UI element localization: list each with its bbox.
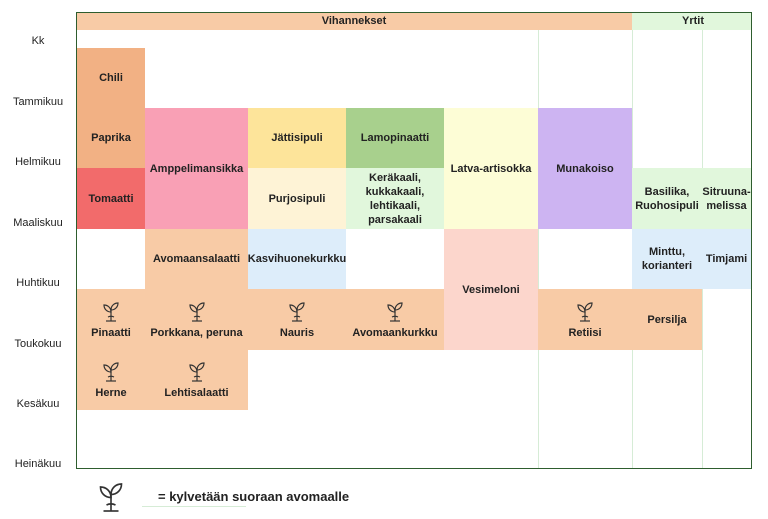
- cell-lehtisalaatti-label: Lehtisalaatti: [164, 387, 229, 399]
- cell-chili-label: Chili: [99, 72, 123, 84]
- column-divider: [538, 30, 539, 468]
- header-herbs-label: Yrtit: [682, 15, 704, 27]
- sprout-icon: [387, 301, 403, 322]
- header-vegetables: Vihannekset: [76, 12, 632, 30]
- cell-sitruunamelissa: Sitruuna-melissa: [702, 168, 751, 229]
- cell-purjosipuli: Purjosipuli: [248, 168, 346, 229]
- month-label-heinakuu: Heinäkuu: [14, 458, 62, 470]
- chart-frame: [76, 12, 752, 469]
- cell-herne-label: Herne: [95, 387, 127, 399]
- cell-tomaatti-label: Tomaatti: [88, 192, 134, 205]
- cell-lamopinaatti-label: Lamopinaatti: [360, 132, 430, 144]
- month-label-huhtikuu: Huhtikuu: [16, 277, 60, 289]
- cell-kasvihuonekurkku-label: Kasvihuonekurkku: [247, 253, 347, 265]
- cell-paprika-label: Paprika: [91, 132, 131, 144]
- cell-munakoiso: Munakoiso: [538, 108, 632, 229]
- cell-vesimeloni-label: Vesimeloni: [462, 283, 520, 296]
- cell-nauris-label: Nauris: [279, 326, 315, 339]
- cell-pinaatti-label: Pinaatti: [91, 326, 131, 339]
- legend-underline: [142, 506, 246, 507]
- cell-jattisipuli-label: Jättisipuli: [271, 132, 323, 144]
- cell-minttu: Minttu, korianteri: [632, 229, 702, 289]
- sprout-icon: [103, 362, 119, 382]
- cell-retiisi-label: Retiisi: [568, 326, 602, 339]
- cell-tomaatti: Tomaatti: [77, 168, 145, 229]
- cell-purjosipuli-label: Purjosipuli: [268, 192, 326, 205]
- cell-avomaankurkku: Avomaankurkku: [346, 289, 444, 350]
- cell-porkkana: Porkkana, peruna: [145, 289, 248, 350]
- header-vegetables-label: Vihannekset: [321, 15, 387, 27]
- sprout-icon: [103, 301, 119, 322]
- cell-sitruunamelissa-label: Sitruuna-melissa: [702, 185, 751, 212]
- month-label-kesakuu: Kesäkuu: [16, 398, 60, 410]
- cell-persilja: Persilja: [632, 289, 702, 350]
- cell-paprika: Paprika: [77, 108, 145, 168]
- cell-porkkana-label: Porkkana, peruna: [150, 326, 243, 339]
- cell-avomaankurkku-label: Avomaankurkku: [352, 326, 438, 339]
- cell-latva-artisokka-label: Latva-artisokka: [450, 162, 532, 175]
- header-herbs: Yrtit: [632, 12, 752, 30]
- cell-chili: Chili: [77, 48, 145, 108]
- cell-jattisipuli: Jättisipuli: [248, 108, 346, 168]
- cell-amppelimansikka: Amppelimansikka: [145, 108, 248, 229]
- cell-nauris: Nauris: [248, 289, 346, 350]
- cell-vesimeloni: Vesimeloni: [444, 229, 538, 350]
- cell-avomaansalaatti: Avomaansalaatti: [145, 229, 248, 289]
- cell-kaalit-label: Keräkaali, kukkakaali, lehtikaali, parsa…: [365, 171, 425, 226]
- cell-timjami: Timjami: [702, 229, 751, 289]
- month-label-kk: Kk: [31, 35, 45, 47]
- cell-herne: Herne: [77, 350, 145, 410]
- cell-basilika: Basilika, Ruohosipuli: [632, 168, 702, 229]
- cell-timjami-label: Timjami: [705, 253, 748, 265]
- cell-kaalit: Keräkaali, kukkakaali, lehtikaali, parsa…: [346, 168, 444, 229]
- month-label-helmikuu: Helmikuu: [15, 156, 61, 168]
- cell-amppelimansikka-label: Amppelimansikka: [149, 162, 244, 175]
- month-label-toukokuu: Toukokuu: [14, 338, 62, 350]
- month-label-tammikuu: Tammikuu: [12, 96, 64, 108]
- sprout-icon: [188, 301, 205, 322]
- cell-minttu-label: Minttu, korianteri: [641, 246, 693, 272]
- month-label-maaliskuu: Maaliskuu: [13, 217, 63, 229]
- sprout-icon: [188, 362, 205, 382]
- cell-retiisi: Retiisi: [538, 289, 632, 350]
- cell-lamopinaatti: Lamopinaatti: [346, 108, 444, 168]
- legend-text: = kylvetään suoraan avomaalle: [158, 489, 350, 504]
- sprout-icon: [99, 483, 123, 512]
- sprout-icon: [577, 301, 593, 322]
- cell-kasvihuonekurkku: Kasvihuonekurkku: [248, 229, 346, 289]
- cell-basilika-label: Basilika, Ruohosipuli: [635, 185, 699, 212]
- cell-avomaansalaatti-label: Avomaansalaatti: [152, 253, 241, 265]
- cell-lehtisalaatti: Lehtisalaatti: [145, 350, 248, 410]
- cell-munakoiso-label: Munakoiso: [556, 162, 614, 175]
- cell-latva-artisokka: Latva-artisokka: [444, 108, 538, 229]
- sprout-icon: [289, 301, 305, 322]
- cell-persilja-label: Persilja: [647, 313, 687, 326]
- cell-pinaatti: Pinaatti: [77, 289, 145, 350]
